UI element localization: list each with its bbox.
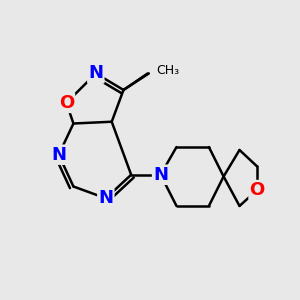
- Text: N: N: [153, 166, 168, 184]
- Text: O: O: [250, 181, 265, 199]
- Text: N: N: [51, 146, 66, 164]
- Text: CH₃: CH₃: [156, 64, 179, 77]
- Text: N: N: [98, 189, 113, 207]
- Text: N: N: [88, 64, 103, 82]
- Text: O: O: [59, 94, 74, 112]
